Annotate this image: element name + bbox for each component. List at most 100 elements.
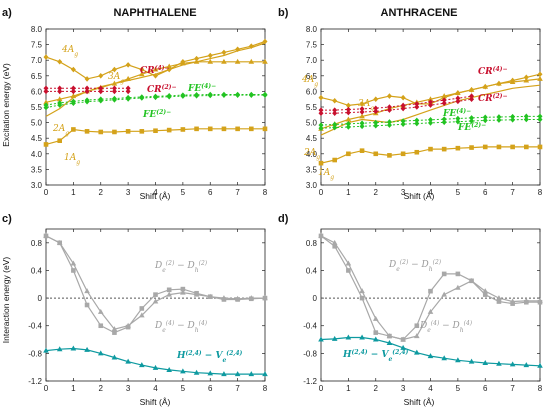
- x-tick-label: 0: [44, 188, 49, 197]
- data-point: [400, 105, 406, 112]
- data-point: [221, 295, 227, 301]
- data-point: [166, 63, 172, 69]
- data-point: [166, 66, 172, 73]
- data-point: [43, 104, 49, 111]
- data-point: [318, 107, 324, 113]
- data-point: [455, 145, 461, 151]
- data-point: [98, 129, 104, 135]
- data-point: [469, 93, 475, 99]
- data-point: [441, 100, 447, 107]
- data-point: [71, 268, 76, 273]
- x-tick-label: 8: [263, 188, 268, 197]
- x-tick-label: 5: [181, 384, 186, 393]
- label-cr4-a: CR(4)−: [140, 65, 170, 77]
- data-point: [318, 110, 324, 117]
- data-point: [235, 126, 240, 132]
- data-point: [221, 126, 227, 132]
- y-tick-label: 6.5: [31, 72, 43, 81]
- data-point: [386, 107, 392, 113]
- x-tick-label: 6: [483, 384, 488, 393]
- label-cr4-b: CR(4)−: [478, 66, 508, 78]
- y-tick-label: 4.5: [306, 134, 318, 143]
- data-point: [84, 129, 90, 134]
- data-point: [359, 120, 365, 127]
- x-tick-label: 4: [428, 384, 433, 393]
- y-tick-label: -0.8: [28, 349, 42, 358]
- data-point: [166, 93, 172, 100]
- data-point: [386, 122, 392, 128]
- data-point: [372, 315, 379, 321]
- data-point: [97, 350, 104, 356]
- x-tick-label: 4: [153, 384, 158, 393]
- data-point: [194, 92, 200, 99]
- series-line: [45, 94, 265, 109]
- data-point: [234, 295, 241, 301]
- plot-area-a: 0 1 2 3 4 5 6 7 8 3.0 3.5 4.0 4.5 5.0 5.5 6.0 6.5 7.0 7.5 8…: [31, 25, 268, 197]
- x-axis-label-c: Shift (Å): [140, 397, 171, 407]
- chart-title-a: NAPHTHALENE: [113, 7, 196, 19]
- data-point: [318, 94, 324, 101]
- data-point: [248, 58, 255, 64]
- data-point: [482, 144, 488, 150]
- data-point: [56, 96, 63, 102]
- x-tick-label: 2: [99, 188, 104, 197]
- data-point: [386, 104, 392, 110]
- x-tick-label: 7: [235, 384, 240, 393]
- data-point: [57, 138, 62, 143]
- data-point: [469, 87, 475, 93]
- label-1ag-b: 1Ag: [318, 168, 334, 181]
- data-point: [455, 271, 461, 277]
- data-point: [414, 117, 420, 124]
- plot-area-b: 0 1 2 3 4 5 6 7 8 3.0 3.5 4.0 4.5 5.0 5.5 6.0 6.5 7.0 7.5 8…: [306, 25, 543, 197]
- data-point: [57, 85, 63, 92]
- data-point: [359, 106, 365, 112]
- data-point: [359, 109, 365, 115]
- y-tick-label: 0: [313, 294, 318, 303]
- x-tick-label: 1: [71, 384, 76, 393]
- data-point: [345, 121, 351, 127]
- x-tick-label: 0: [44, 384, 49, 393]
- x-tick-label: 8: [263, 384, 268, 393]
- data-point: [345, 106, 351, 113]
- data-point: [455, 115, 461, 122]
- series-line: [45, 42, 266, 117]
- data-point: [414, 349, 420, 355]
- panel-label-b: b): [278, 7, 289, 19]
- data-point: [332, 97, 338, 104]
- panel-b: b) ANTHRACENE Shift (Å) 0 1 2 3 4 5 6 7 8 3.0 3.5 4…: [278, 7, 543, 201]
- data-point: [373, 119, 379, 126]
- panel-c: c) Interaction energy (eV) Shift (Å) 0 1 2…: [1, 213, 268, 407]
- data-point: [482, 288, 489, 294]
- data-point: [400, 118, 406, 124]
- data-point: [509, 298, 516, 304]
- data-point: [537, 116, 543, 123]
- data-point: [248, 295, 255, 301]
- data-point: [43, 88, 49, 95]
- data-point: [482, 114, 488, 121]
- y-tick-label: 0.8: [306, 239, 318, 248]
- y-tick-label: 0.4: [31, 266, 43, 275]
- plot-frame: [320, 228, 541, 382]
- label-4ag-a: 4Ag: [61, 45, 78, 58]
- x-tick-label: 3: [126, 384, 131, 393]
- data-point: [332, 110, 338, 117]
- data-point: [139, 306, 145, 311]
- data-point: [111, 354, 118, 360]
- data-point: [262, 92, 268, 98]
- panel-label-c: c): [2, 213, 12, 225]
- x-axis-label-d: Shift (Å): [404, 397, 435, 407]
- data-point: [194, 55, 200, 62]
- panel-label-d: d): [278, 213, 289, 225]
- x-tick-label: 4: [153, 188, 158, 197]
- data-point: [469, 115, 475, 121]
- data-point: [153, 292, 158, 297]
- data-point: [125, 75, 131, 81]
- data-point: [441, 271, 447, 277]
- data-point: [400, 151, 406, 157]
- data-point: [496, 114, 502, 120]
- data-point: [193, 369, 200, 375]
- data-point: [359, 295, 365, 301]
- label-1ag-a: 1Ag: [64, 153, 80, 166]
- data-point: [482, 360, 489, 366]
- data-point: [43, 232, 49, 238]
